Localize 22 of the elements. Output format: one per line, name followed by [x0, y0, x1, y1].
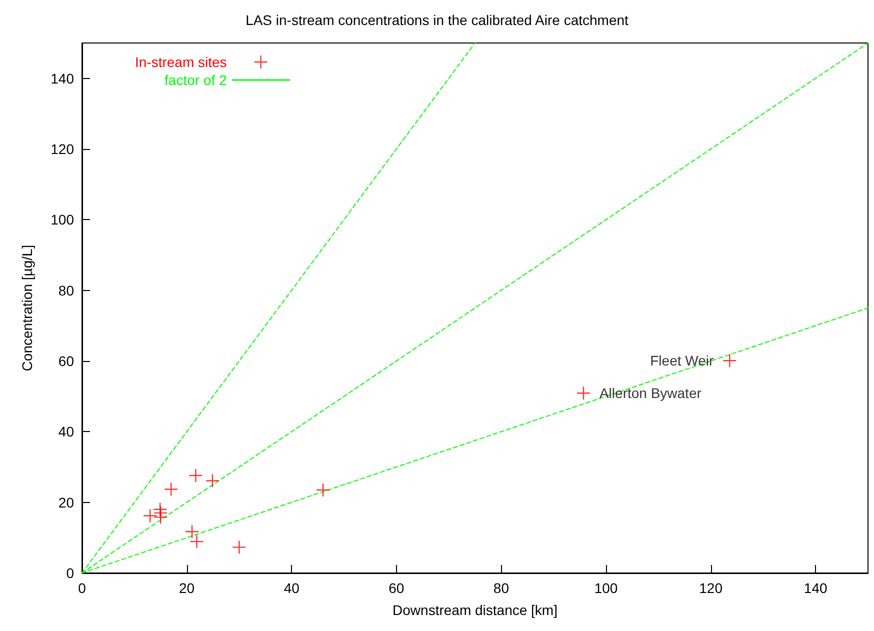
- x-tick-label: 60: [388, 580, 404, 596]
- x-tick-label: 40: [284, 580, 300, 596]
- x-tick-label: 20: [179, 580, 195, 596]
- y-tick-label: 20: [58, 494, 74, 510]
- y-tick-label: 40: [58, 424, 74, 440]
- y-tick-label: 140: [50, 70, 74, 86]
- legend-label: In-stream sites: [134, 54, 227, 70]
- x-tick-label: 100: [594, 580, 618, 596]
- legend-label: factor of 2: [164, 72, 228, 88]
- x-axis-title: Downstream distance [km]: [392, 602, 558, 618]
- y-axis-title: Concentration [µg/L]: [19, 244, 35, 372]
- chart-title: LAS in-stream concentrations in the calibrated Aire catchment: [246, 12, 629, 28]
- x-tick-label: 0: [78, 580, 86, 596]
- x-tick-label: 120: [699, 580, 723, 596]
- y-tick-label: 0: [66, 565, 74, 581]
- x-tick-label: 140: [804, 580, 828, 596]
- y-tick-label: 100: [50, 212, 74, 228]
- x-tick-label: 80: [493, 580, 510, 596]
- y-tick-label: 120: [50, 141, 74, 157]
- y-tick-label: 60: [58, 353, 74, 369]
- y-tick-label: 80: [58, 282, 74, 298]
- annotation: Fleet Weir: [650, 352, 714, 369]
